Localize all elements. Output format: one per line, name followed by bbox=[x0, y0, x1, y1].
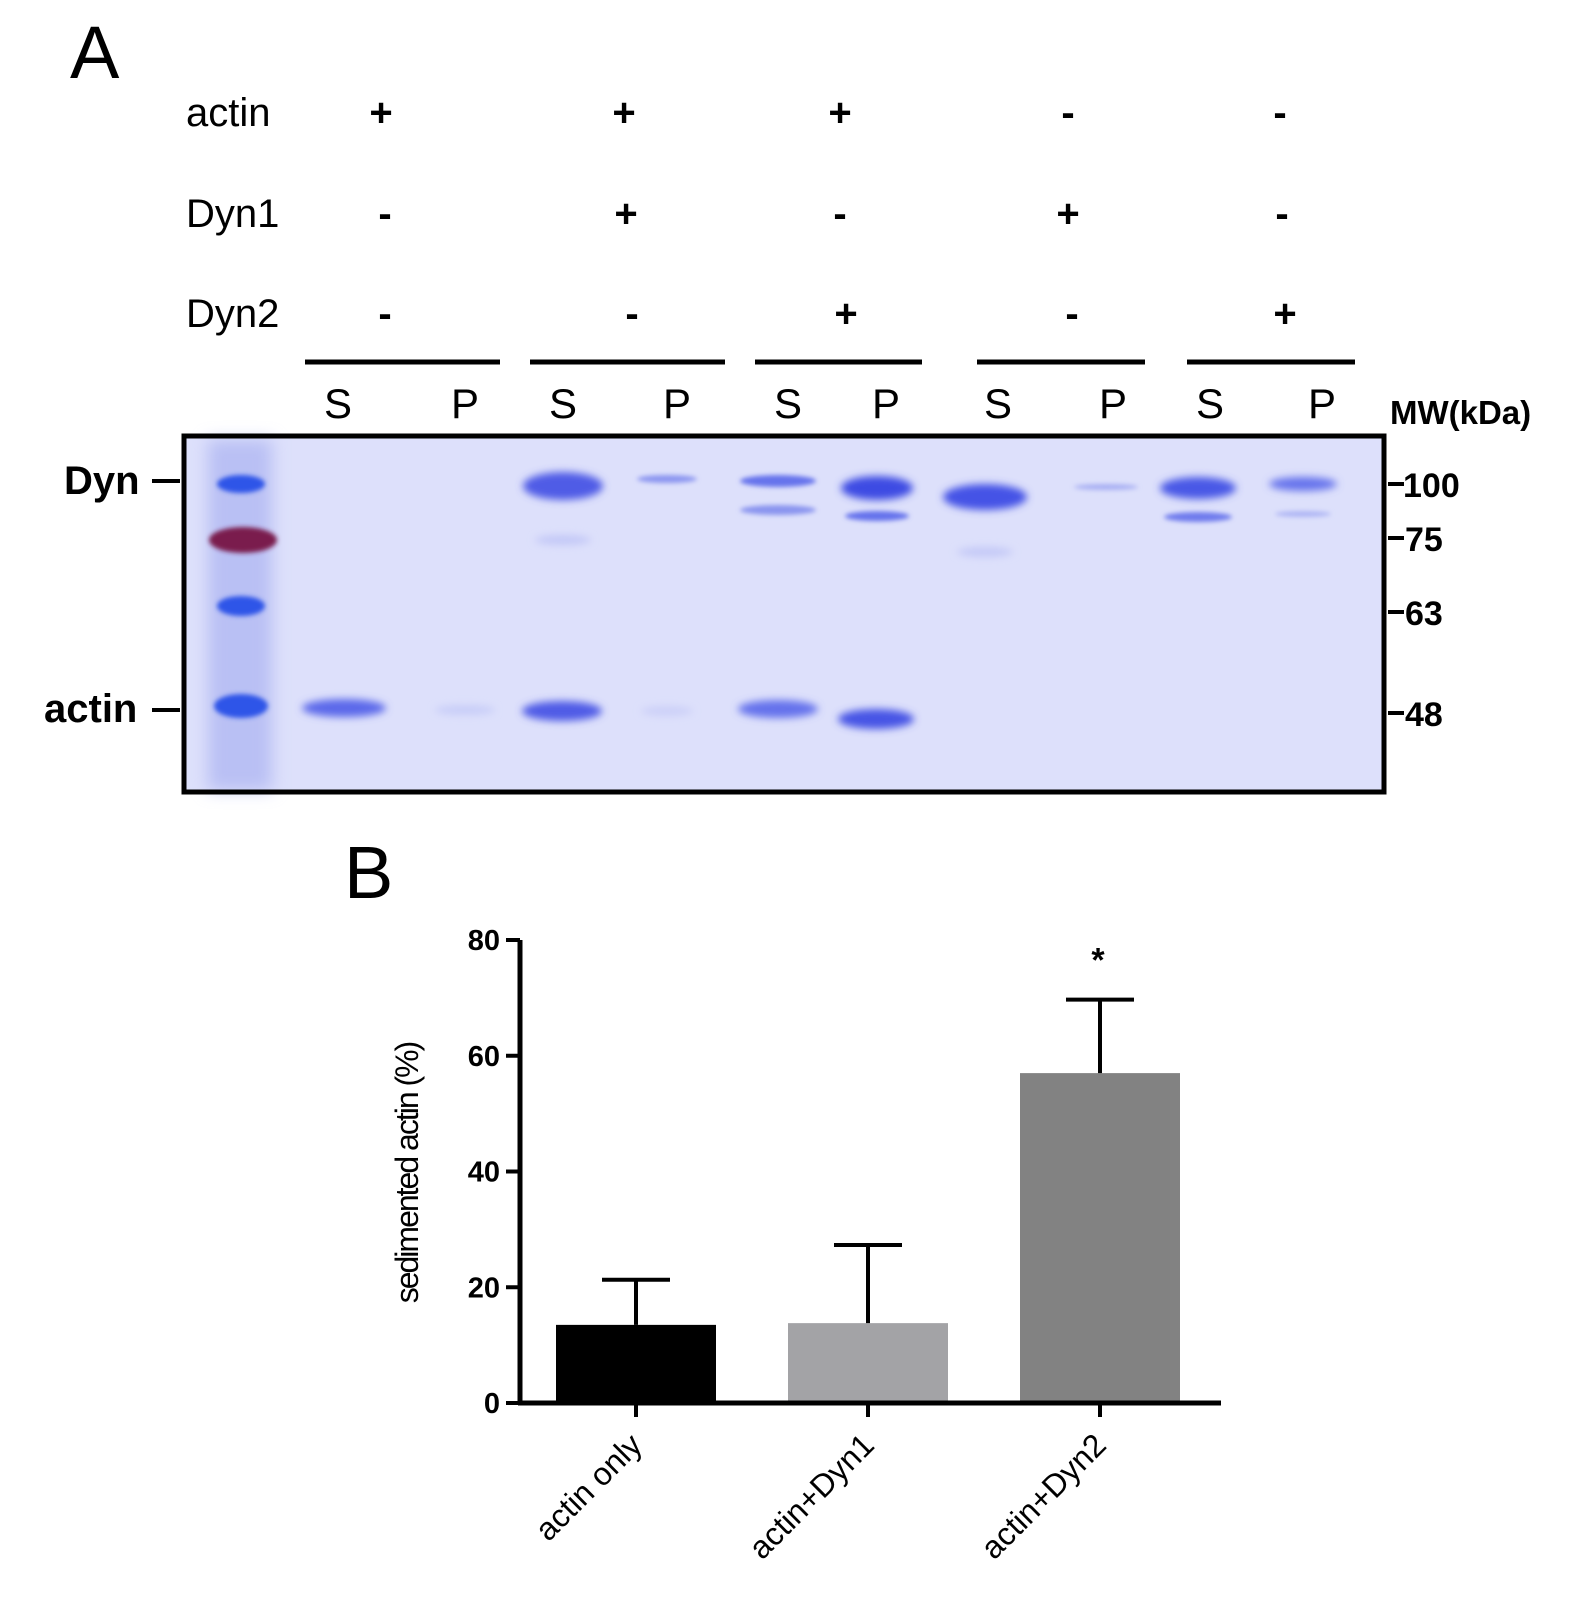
sign-dyn1-3: - bbox=[833, 192, 846, 236]
lane-label-6: P bbox=[872, 380, 900, 427]
mw-label-48: 48 bbox=[1405, 696, 1443, 734]
y-tick-label-20: 20 bbox=[468, 1272, 500, 1304]
sign-actin-1: + bbox=[369, 91, 392, 135]
x-tick-label-2: actin+Dyn1 bbox=[742, 1426, 881, 1565]
gel-border bbox=[181, 433, 1387, 795]
y-axis-ticks: 0 20 40 60 80 bbox=[468, 925, 520, 1420]
bar-1 bbox=[556, 1324, 716, 1403]
lane-label-5: S bbox=[774, 380, 802, 427]
bar-3 bbox=[1020, 1073, 1180, 1403]
x-tick-label-3: actin+Dyn2 bbox=[974, 1426, 1113, 1565]
y-tick-label-40: 40 bbox=[468, 1157, 500, 1189]
sign-dyn1-2: + bbox=[614, 192, 637, 236]
band-lane5-dyn-lower bbox=[740, 505, 816, 515]
lane-label-8: P bbox=[1099, 380, 1127, 427]
sign-actin-5: - bbox=[1273, 91, 1286, 135]
band-lane4-actin bbox=[641, 706, 693, 716]
y-axis-label: sedimented actin (%) bbox=[389, 1042, 425, 1303]
lane-label-7: S bbox=[984, 380, 1012, 427]
lane-label-2: P bbox=[451, 380, 479, 427]
lane-label-1: S bbox=[324, 380, 352, 427]
sign-actin-2: + bbox=[612, 91, 635, 135]
band-lane7-faint bbox=[957, 547, 1013, 557]
significance-marker-1: * bbox=[1091, 942, 1105, 980]
sign-dyn2-5: + bbox=[1273, 292, 1296, 336]
band-lane6-actin bbox=[838, 709, 914, 729]
sign-dyn2-3: + bbox=[834, 292, 857, 336]
bar-2 bbox=[788, 1323, 948, 1403]
band-label-actin: actin bbox=[44, 687, 137, 731]
y-tick-label-60: 60 bbox=[468, 1041, 500, 1073]
error-bar-group: * bbox=[602, 942, 1134, 1325]
ladder-band-75 bbox=[209, 527, 277, 553]
sign-dyn1-5: - bbox=[1275, 192, 1288, 236]
ladder-band-100 bbox=[217, 475, 265, 493]
sign-dyn1-4: + bbox=[1056, 192, 1079, 236]
sign-dyn2-2: - bbox=[625, 292, 638, 336]
band-lane5-actin bbox=[738, 700, 818, 718]
ladder-band-48 bbox=[214, 694, 268, 718]
lane-label-3: S bbox=[549, 380, 577, 427]
band-lane3-dyn bbox=[523, 472, 603, 500]
panel-b-label: B bbox=[344, 831, 393, 914]
sign-dyn2-1: - bbox=[378, 292, 391, 336]
band-lane7-dyn bbox=[943, 484, 1027, 510]
mw-title: MW(kDa) bbox=[1390, 394, 1531, 431]
bar-group bbox=[556, 1073, 1180, 1403]
panel-a: A actin Dyn1 Dyn2 + + + - - - + - + - - … bbox=[44, 11, 1531, 795]
band-lane10-dyn bbox=[1269, 477, 1337, 491]
band-lane1-actin bbox=[302, 699, 386, 717]
sign-actin-4: - bbox=[1061, 91, 1074, 135]
x-tick-label-1: actin only bbox=[528, 1426, 649, 1547]
sign-dyn1-1: - bbox=[378, 192, 391, 236]
band-lane9-dyn-lower bbox=[1164, 512, 1232, 522]
panel-b: B * 0 20 40 60 80 actin only actin+Dyn1 actin+… bbox=[344, 831, 1221, 1566]
band-lane4-dyn bbox=[637, 475, 697, 483]
y-tick-label-80: 80 bbox=[468, 925, 500, 957]
condition-label-dyn2: Dyn2 bbox=[186, 292, 279, 336]
ladder-band-63 bbox=[217, 596, 265, 616]
lane-label-10: P bbox=[1308, 380, 1336, 427]
band-lane3-faint bbox=[535, 535, 591, 545]
band-lane2-actin bbox=[435, 705, 495, 715]
mw-label-63: 63 bbox=[1405, 595, 1443, 633]
band-label-dyn: Dyn bbox=[64, 459, 140, 503]
panel-a-label: A bbox=[70, 11, 120, 94]
band-lane6-dyn-lower bbox=[845, 511, 909, 521]
condition-label-dyn1: Dyn1 bbox=[186, 192, 279, 236]
band-lane6-dyn bbox=[841, 476, 913, 500]
gel-image bbox=[181, 433, 1387, 795]
y-tick-label-0: 0 bbox=[484, 1388, 500, 1420]
band-lane9-dyn bbox=[1160, 477, 1236, 499]
x-axis-ticks: actin only actin+Dyn1 actin+Dyn2 bbox=[528, 1403, 1113, 1566]
band-lane8-dyn bbox=[1074, 484, 1138, 490]
mw-label-100: 100 bbox=[1403, 467, 1460, 505]
band-lane5-dyn bbox=[740, 475, 816, 487]
band-lane3-actin bbox=[522, 701, 602, 721]
condition-label-actin: actin bbox=[186, 91, 271, 135]
lane-label-4: P bbox=[663, 380, 691, 427]
sign-actin-3: + bbox=[828, 91, 851, 135]
lane-label-9: S bbox=[1196, 380, 1224, 427]
sign-dyn2-4: - bbox=[1065, 292, 1078, 336]
band-lane10-dyn-lower bbox=[1275, 511, 1331, 517]
mw-label-75: 75 bbox=[1405, 521, 1443, 559]
